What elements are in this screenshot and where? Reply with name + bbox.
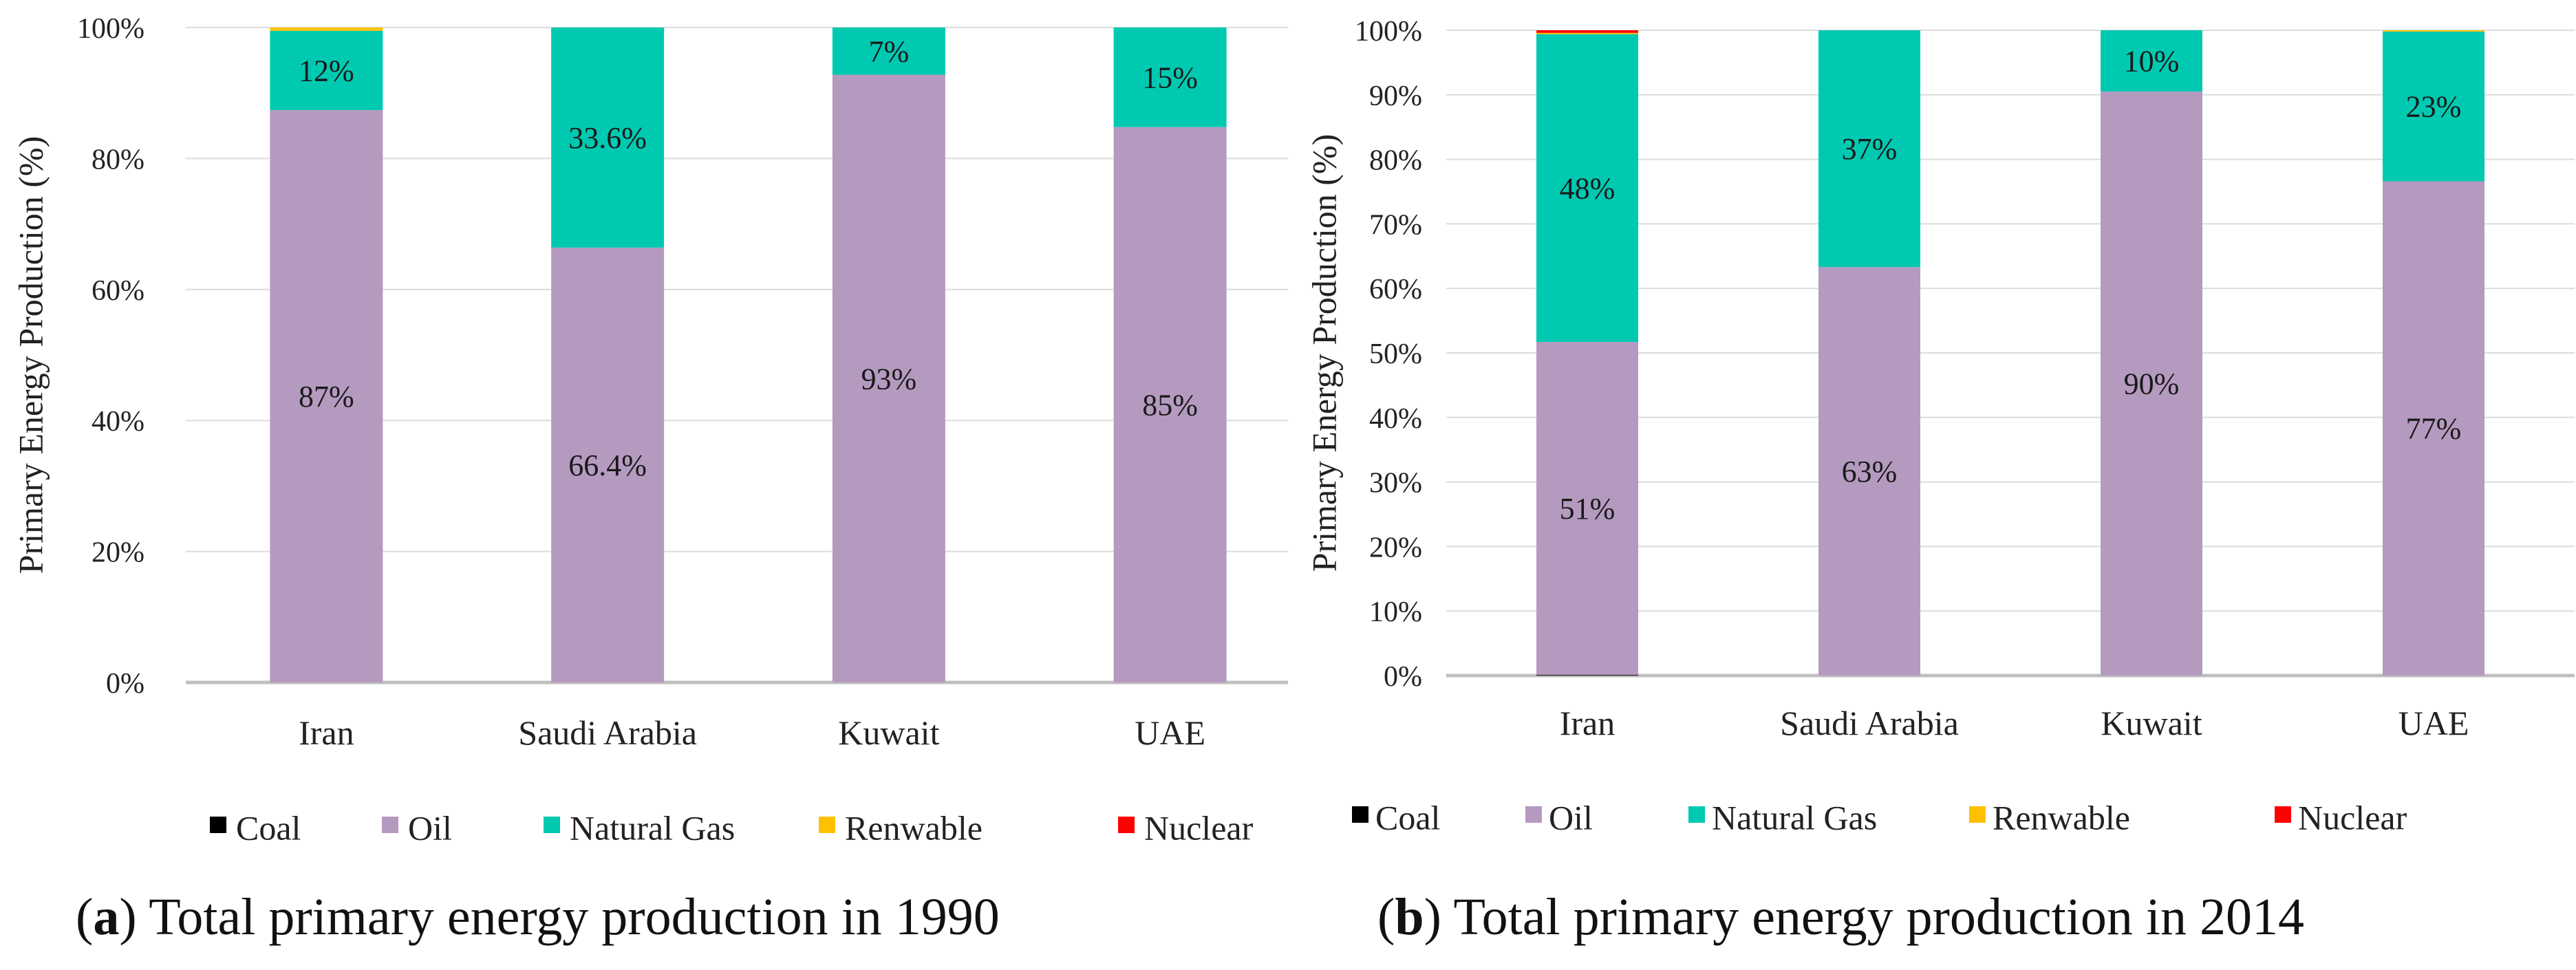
bar-natural-gas bbox=[1113, 28, 1227, 127]
y-tick-label: 100% bbox=[77, 13, 144, 45]
bar-renwable bbox=[2383, 30, 2484, 32]
bar-natural-gas bbox=[270, 30, 383, 110]
caption-2014: (b) Total primary energy production in 2… bbox=[1377, 888, 2304, 946]
chart-1990: 0% 20% 40% 60% 80% 100% Primary Energy Product… bbox=[11, 13, 1288, 847]
data-label: 63% bbox=[1842, 455, 1898, 488]
caption-1990: (a) Total primary energy production in 1… bbox=[76, 888, 1000, 946]
legend-label: Nuclear bbox=[1144, 808, 1254, 847]
data-label: 87% bbox=[299, 380, 354, 413]
data-label: 7% bbox=[869, 34, 910, 68]
chart-panel-2014: 0% 10% 20% 30% 40% 50% 60% 70% 80% 90% 100% Primary… bbox=[1288, 0, 2576, 970]
y-tick-label: 10% bbox=[1369, 596, 1422, 628]
legend-label: Natural Gas bbox=[570, 808, 735, 847]
legend-swatch bbox=[2275, 806, 2291, 823]
y-tick-label: 0% bbox=[106, 668, 144, 700]
data-label: 90% bbox=[2124, 367, 2180, 401]
bar-oil bbox=[1818, 267, 1920, 676]
category-label: Iran bbox=[299, 713, 354, 752]
y-tick-label: 70% bbox=[1369, 209, 1422, 241]
bar-natural-gas bbox=[832, 28, 945, 75]
legend-label: Natural Gas bbox=[1712, 798, 1877, 837]
bar-oil bbox=[832, 74, 945, 682]
data-label: 12% bbox=[299, 54, 354, 87]
y-tick-label: 20% bbox=[1369, 532, 1422, 563]
y-tick-label: 60% bbox=[92, 275, 144, 307]
y-axis-label: Primary Energy Production (%) bbox=[11, 136, 50, 574]
data-label: 48% bbox=[1560, 171, 1616, 205]
chart-2014: 0% 10% 20% 30% 40% 50% 60% 70% 80% 90% 100% Primary… bbox=[1305, 16, 2575, 837]
legend-swatch bbox=[1525, 806, 1542, 823]
bar-coal bbox=[1536, 675, 1638, 676]
data-label: 66.4% bbox=[568, 449, 647, 482]
y-tick-label: 60% bbox=[1369, 274, 1422, 305]
legend-label: Coal bbox=[1375, 798, 1440, 837]
bar-oil bbox=[2101, 91, 2202, 676]
bar-oil bbox=[1113, 127, 1227, 683]
y-axis-label: Primary Energy Production (%) bbox=[1305, 134, 1343, 572]
category-label: Kuwait bbox=[2101, 704, 2202, 742]
bar-renwable bbox=[270, 28, 383, 31]
y-tick-label: 20% bbox=[92, 537, 144, 569]
bar-oil bbox=[2383, 181, 2484, 676]
legend-swatch bbox=[1688, 806, 1705, 823]
legend-label: Oil bbox=[1549, 798, 1593, 837]
caption-letter: b bbox=[1395, 888, 1424, 946]
bar-renwable bbox=[1536, 32, 1638, 34]
bar-nuclear bbox=[1536, 30, 1638, 33]
legend-label: Nuclear bbox=[2298, 798, 2407, 837]
legend-swatch bbox=[382, 817, 398, 833]
legend-label: Coal bbox=[236, 808, 301, 847]
y-tick-label: 80% bbox=[92, 144, 144, 175]
bar-natural-gas bbox=[1536, 34, 1638, 343]
legend-label: Renwable bbox=[845, 808, 983, 847]
bar-natural-gas bbox=[551, 28, 665, 248]
data-label: 51% bbox=[1560, 492, 1616, 526]
legend-swatch bbox=[210, 817, 226, 833]
category-label: Iran bbox=[1560, 704, 1616, 742]
caption-text: Total primary energy production in 1990 bbox=[149, 888, 1000, 946]
category-label: UAE bbox=[1135, 713, 1205, 752]
bar-natural-gas bbox=[1818, 30, 1920, 268]
caption-text: Total primary energy production in 2014 bbox=[1453, 888, 2304, 946]
y-tick-label: 100% bbox=[1355, 16, 1422, 47]
legend-label: Oil bbox=[408, 808, 452, 847]
y-tick-label: 0% bbox=[1384, 661, 1422, 693]
data-label: 93% bbox=[861, 362, 917, 396]
legend-swatch bbox=[1352, 806, 1368, 823]
data-label: 10% bbox=[2124, 45, 2180, 78]
data-label: 85% bbox=[1142, 388, 1198, 422]
bar-oil bbox=[551, 247, 665, 682]
data-label: 33.6% bbox=[568, 121, 647, 155]
legend-swatch bbox=[1969, 806, 1986, 823]
y-tick-label: 80% bbox=[1369, 145, 1422, 177]
legend-label: Renwable bbox=[1993, 798, 2130, 837]
legend-swatch bbox=[544, 817, 560, 833]
legend-swatch bbox=[1118, 817, 1135, 833]
data-label: 77% bbox=[2406, 412, 2462, 446]
data-label: 37% bbox=[1842, 132, 1898, 166]
legend-swatch bbox=[819, 817, 835, 833]
bar-natural-gas bbox=[2383, 31, 2484, 182]
data-label: 15% bbox=[1142, 61, 1198, 94]
y-tick-label: 40% bbox=[92, 406, 144, 438]
category-label: Kuwait bbox=[838, 713, 939, 752]
data-label: 23% bbox=[2406, 90, 2462, 124]
y-tick-label: 50% bbox=[1369, 338, 1422, 370]
y-tick-label: 30% bbox=[1369, 468, 1422, 499]
bar-oil bbox=[1536, 342, 1638, 676]
y-tick-label: 90% bbox=[1369, 80, 1422, 112]
chart-panel-1990: 0% 20% 40% 60% 80% 100% Primary Energy Product… bbox=[11, 13, 1288, 946]
bar-natural-gas bbox=[2101, 30, 2202, 92]
y-tick-label: 40% bbox=[1369, 403, 1422, 435]
bar-oil bbox=[270, 109, 383, 682]
caption-letter: a bbox=[93, 888, 120, 946]
category-label: UAE bbox=[2398, 704, 2469, 742]
category-label: Saudi Arabia bbox=[518, 713, 697, 752]
category-label: Saudi Arabia bbox=[1780, 704, 1959, 742]
